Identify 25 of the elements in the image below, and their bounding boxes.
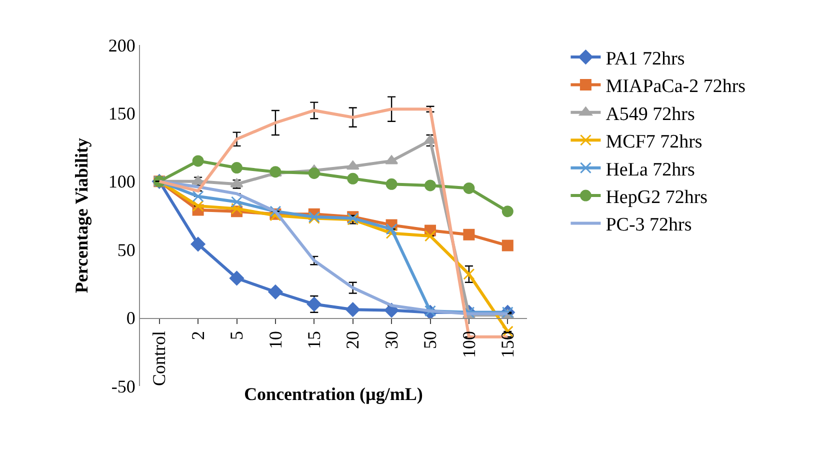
x-tick-label: 150 — [498, 331, 518, 358]
x-tick-label: Control — [149, 331, 170, 386]
y-tick-label: 150 — [108, 104, 136, 124]
x-axis-title: Concentration (µg/mL) — [244, 384, 423, 404]
x-tick-label: 20 — [342, 331, 363, 349]
x-tick-label: 50 — [420, 331, 440, 349]
legend-label: HeLa 72hrs — [606, 159, 695, 180]
legend-label: A549 72hrs — [606, 104, 695, 125]
x-tick-label: 5 — [226, 331, 247, 340]
legend-label: MCF7 72hrs — [606, 132, 702, 153]
legend-label: HepG2 72hrs — [606, 186, 708, 208]
x-tick-label: 10 — [265, 331, 286, 349]
x-tick-label: 100 — [458, 331, 479, 358]
y-tick-label: 100 — [108, 172, 136, 192]
y-tick-label: 50 — [117, 240, 136, 260]
y-tick-label: 0 — [126, 308, 136, 328]
y-tick-label: 200 — [108, 35, 136, 56]
x-tick-label: 15 — [304, 331, 324, 349]
x-tick-label: 2 — [188, 331, 208, 340]
x-tick-label: 30 — [381, 331, 402, 349]
y-axis-title: Percentage Viability — [72, 138, 92, 294]
legend-label: PA1 72hrs — [606, 48, 685, 70]
legend-label: MIAPaCa-2 72hrs — [606, 76, 746, 98]
y-tick-label: -50 — [111, 376, 136, 396]
legend-label: PC-3 72hrs — [606, 214, 692, 236]
